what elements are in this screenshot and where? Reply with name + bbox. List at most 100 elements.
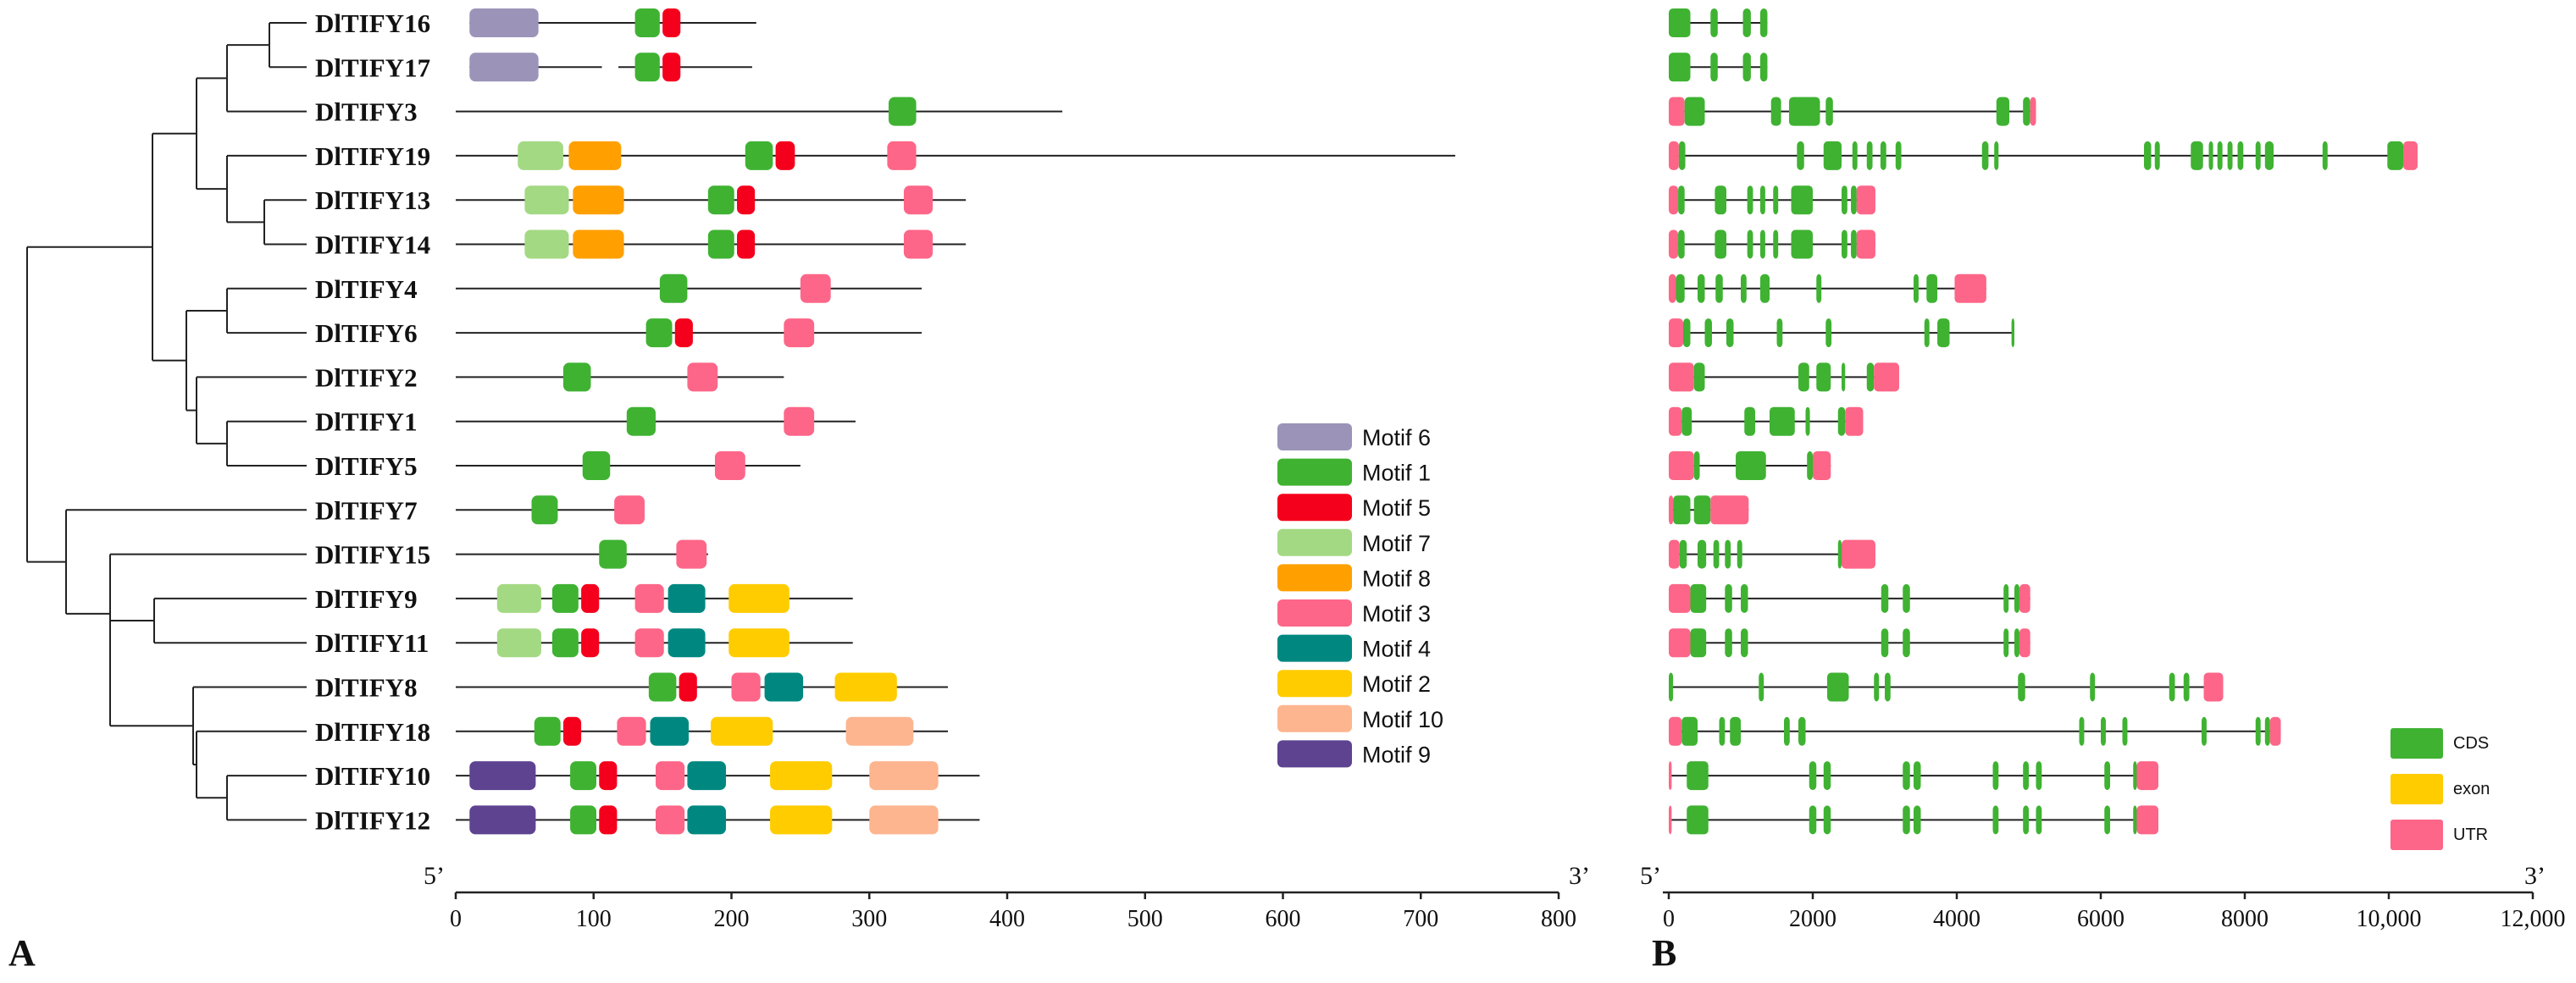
utr-segment <box>1669 97 1685 126</box>
protein-axis: 0 100 200 300 400 500 600 700 800 5’ 3’ <box>424 862 1590 932</box>
motif8-box <box>573 229 624 259</box>
cds-segment <box>2036 761 2042 791</box>
motif1-box <box>570 761 597 791</box>
gene-label: DlTIFY16 <box>315 8 430 38</box>
cds-segment <box>1741 273 1747 303</box>
cds-segment <box>1678 229 1685 259</box>
cds-segment <box>2208 141 2213 170</box>
cds-segment <box>2018 672 2025 702</box>
motif3-box <box>800 273 831 303</box>
utr-segment <box>1874 362 1899 392</box>
cds-segment <box>1747 229 1753 259</box>
cds-segment <box>1798 716 1806 746</box>
cds-segment <box>1759 8 1768 37</box>
cds-segment <box>1924 318 1930 348</box>
motif1-box <box>599 539 627 569</box>
cds-segment <box>2090 672 2096 702</box>
cds-segment <box>1725 583 1732 613</box>
motif3-box <box>784 406 815 436</box>
cds-segment <box>1791 229 1813 259</box>
motif2-legend-swatch <box>1277 670 1352 698</box>
motif7-box <box>496 628 541 658</box>
cds-segment <box>1881 628 1889 658</box>
cds-segment <box>1788 97 1820 126</box>
cds-segment <box>1914 273 1919 303</box>
cds-segment <box>1726 318 1734 348</box>
motif4-box <box>650 716 690 746</box>
gene-axis-tick-label: 12,000 <box>2501 906 2566 932</box>
cds-segment <box>1809 761 1817 791</box>
cds-segment <box>1690 583 1707 613</box>
cds-segment <box>1996 97 2010 126</box>
cds-segment <box>1698 539 1707 569</box>
motif5-box <box>674 318 693 348</box>
cds-segment <box>1823 761 1831 791</box>
cds-segment <box>1693 495 1711 525</box>
gene-axis-tick-label: 2000 <box>1789 906 1836 932</box>
protein-axis-tick-label: 0 <box>450 906 462 932</box>
motif7-box <box>496 583 541 613</box>
cds-segment <box>1669 52 1691 82</box>
cds-segment <box>2104 805 2111 835</box>
gene-label: DlTIFY4 <box>315 274 418 304</box>
gene-label: DlTIFY5 <box>315 451 418 481</box>
motif6-box <box>469 52 539 82</box>
gene-label: DlTIFY6 <box>315 318 418 348</box>
motif5-box <box>562 716 582 746</box>
protein-axis-tick-label: 200 <box>714 906 750 932</box>
gene-label: DlTIFY15 <box>315 540 430 570</box>
utr-legend-label: UTR <box>2453 826 2488 844</box>
motif1-box <box>634 8 660 37</box>
cds-segment <box>2144 141 2152 170</box>
utr-segment <box>1669 362 1694 392</box>
cds-legend-label: CDS <box>2453 734 2489 753</box>
motif10-legend-swatch <box>1277 704 1352 732</box>
cds-segment <box>1737 539 1742 569</box>
cds-segment <box>2154 141 2160 170</box>
utr-segment <box>1669 141 1679 170</box>
motif4-box <box>764 672 804 702</box>
motif3-box <box>784 318 815 348</box>
cds-segment <box>1759 52 1768 82</box>
motif1-box <box>645 318 673 348</box>
cds-segment <box>1710 8 1718 37</box>
gene-axis-tick-label: 6000 <box>2077 906 2125 932</box>
gene-label: DlTIFY14 <box>315 230 430 260</box>
gene-axis-tick-label: 8000 <box>2221 906 2269 932</box>
cds-segment <box>2237 141 2244 170</box>
gene-axis-tick-label: 0 <box>1663 906 1675 932</box>
gene-label: DlTIFY8 <box>315 673 418 703</box>
cds-segment <box>1797 141 1804 170</box>
utr-segment <box>1710 495 1749 525</box>
utr-segment <box>1669 539 1680 569</box>
protein-axis-tick-label: 400 <box>989 906 1025 932</box>
cds-segment <box>2014 583 2019 613</box>
protein-axis-tick-label: 600 <box>1266 906 1301 932</box>
utr-segment <box>1845 406 1864 436</box>
motif5-box <box>737 185 756 215</box>
motif5-box <box>775 141 795 170</box>
motif3-box <box>634 628 664 658</box>
cds-segment <box>1903 761 1910 791</box>
motif5-box <box>599 761 618 791</box>
motif3-box <box>614 495 645 525</box>
motif3-box <box>903 185 933 215</box>
cds-segment <box>1759 185 1765 215</box>
gene-label: DlTIFY1 <box>315 407 418 437</box>
protein-axis-tick-label: 300 <box>851 906 887 932</box>
cds-segment <box>1713 539 1720 569</box>
motif5-box <box>662 8 681 37</box>
motif8-legend-label: Motif 8 <box>1362 566 1431 591</box>
cds-segment <box>1679 539 1687 569</box>
motif9-box <box>469 761 536 791</box>
cds-segment <box>1742 52 1751 82</box>
cds-segment <box>1690 628 1707 658</box>
cds-segment <box>1770 97 1781 126</box>
cds-segment <box>1704 318 1712 348</box>
motif5-legend-swatch <box>1277 494 1352 522</box>
cds-segment <box>1741 583 1748 613</box>
cds-segment <box>1698 273 1705 303</box>
motif6-legend-label: Motif 6 <box>1362 425 1431 450</box>
motif5-legend-label: Motif 5 <box>1362 495 1431 521</box>
cds-segment <box>2079 716 2085 746</box>
